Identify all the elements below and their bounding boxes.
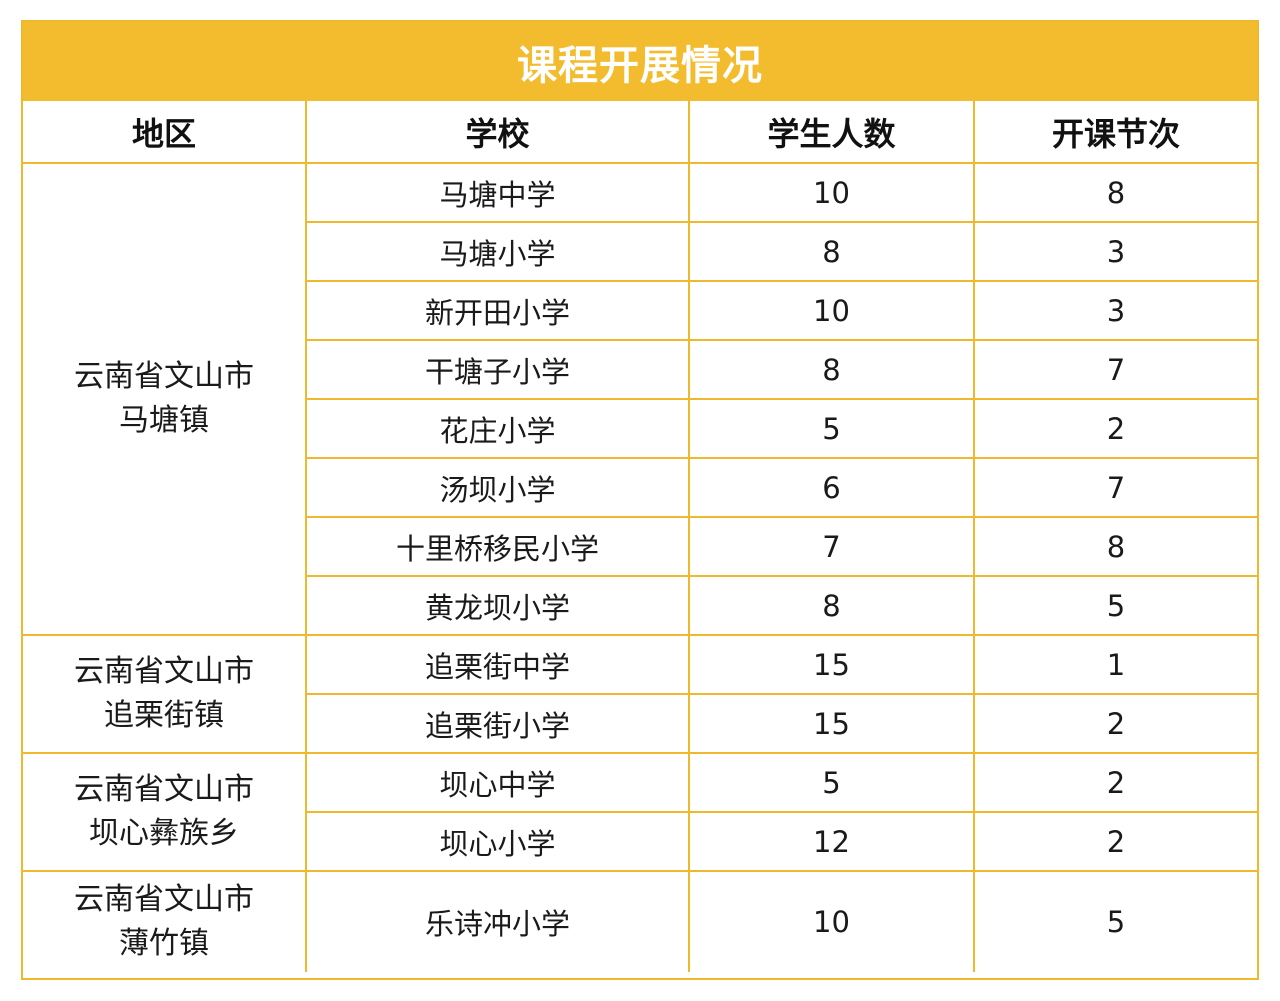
students-cell: 8 bbox=[688, 575, 975, 636]
sessions-cell: 2 bbox=[973, 398, 1257, 459]
school-cell: 马塘小学 bbox=[306, 221, 690, 282]
table-row: 马塘小学 8 3 bbox=[23, 221, 1257, 282]
students-cell: 10 bbox=[688, 280, 975, 341]
students-cell: 10 bbox=[688, 162, 975, 223]
students-cell: 7 bbox=[688, 516, 975, 577]
table-row: 黄龙坝小学 8 5 bbox=[23, 575, 1257, 636]
sessions-cell: 5 bbox=[973, 575, 1257, 636]
sessions-cell: 2 bbox=[973, 752, 1257, 813]
sessions-cell: 7 bbox=[973, 339, 1257, 400]
students-cell: 12 bbox=[688, 811, 975, 872]
table-row: 干塘子小学 8 7 bbox=[23, 339, 1257, 400]
region-line: 云南省文山市 bbox=[74, 882, 254, 917]
region-line: 云南省文山市 bbox=[74, 359, 254, 394]
header-school: 学校 bbox=[305, 101, 690, 164]
table-row: 汤坝小学 6 7 bbox=[23, 457, 1257, 518]
table-row: 十里桥移民小学 7 8 bbox=[23, 516, 1257, 577]
school-cell: 黄龙坝小学 bbox=[306, 575, 690, 636]
school-cell: 马塘中学 bbox=[305, 162, 690, 223]
header-row: 地区 学校 学生人数 开课节次 bbox=[23, 101, 1257, 164]
students-cell: 6 bbox=[688, 457, 975, 518]
school-cell: 追栗街小学 bbox=[306, 693, 690, 754]
sessions-cell: 3 bbox=[973, 221, 1257, 282]
table-row: 花庄小学 5 2 bbox=[23, 398, 1257, 459]
students-cell: 15 bbox=[688, 634, 975, 695]
sessions-cell: 8 bbox=[973, 162, 1257, 223]
region-line: 马塘镇 bbox=[119, 403, 209, 438]
region-cell: 云南省文山市 坝心彝族乡 bbox=[23, 752, 307, 872]
school-cell: 汤坝小学 bbox=[306, 457, 690, 518]
sessions-cell: 3 bbox=[973, 280, 1257, 341]
sessions-cell: 1 bbox=[973, 634, 1257, 695]
course-table-frame: 课程开展情况 地区 学校 学生人数 开课节次 云南省文山市 马塘镇 马塘中学 1… bbox=[21, 20, 1259, 980]
sessions-cell: 5 bbox=[973, 870, 1257, 972]
students-cell: 8 bbox=[688, 221, 975, 282]
school-cell: 乐诗冲小学 bbox=[305, 870, 690, 972]
region-cell: 云南省文山市 马塘镇 bbox=[23, 162, 307, 636]
header-region: 地区 bbox=[23, 101, 307, 164]
table-row: 云南省文山市 坝心彝族乡 坝心中学 5 2 bbox=[23, 752, 1257, 872]
students-cell: 8 bbox=[688, 339, 975, 400]
table-row: 云南省文山市 马塘镇 马塘中学 10 8 bbox=[23, 162, 1257, 636]
school-cell: 坝心小学 bbox=[306, 811, 690, 872]
region-cell: 云南省文山市 追栗街镇 bbox=[23, 634, 307, 754]
sessions-cell: 8 bbox=[973, 516, 1257, 577]
school-cell: 干塘子小学 bbox=[306, 339, 690, 400]
region-line: 云南省文山市 bbox=[74, 654, 254, 689]
table-row: 云南省文山市 薄竹镇 乐诗冲小学 10 5 bbox=[23, 870, 1257, 972]
school-cell: 花庄小学 bbox=[306, 398, 690, 459]
students-cell: 15 bbox=[688, 693, 975, 754]
table-row: 新开田小学 10 3 bbox=[23, 280, 1257, 341]
header-students: 学生人数 bbox=[688, 101, 975, 164]
school-cell: 追栗街中学 bbox=[305, 634, 690, 695]
school-cell: 新开田小学 bbox=[306, 280, 690, 341]
region-cell: 云南省文山市 薄竹镇 bbox=[23, 870, 307, 972]
sessions-cell: 7 bbox=[973, 457, 1257, 518]
title-bar: 课程开展情况 bbox=[23, 22, 1257, 101]
students-cell: 5 bbox=[688, 752, 975, 813]
table-row: 坝心小学 12 2 bbox=[23, 811, 1257, 872]
table-row: 云南省文山市 追栗街镇 追栗街中学 15 1 bbox=[23, 634, 1257, 754]
region-line: 追栗街镇 bbox=[104, 698, 224, 733]
students-cell: 5 bbox=[688, 398, 975, 459]
sessions-cell: 2 bbox=[973, 811, 1257, 872]
school-cell: 坝心中学 bbox=[305, 752, 690, 813]
sessions-cell: 2 bbox=[973, 693, 1257, 754]
region-line: 薄竹镇 bbox=[119, 926, 209, 961]
region-line: 坝心彝族乡 bbox=[89, 816, 239, 851]
school-cell: 十里桥移民小学 bbox=[306, 516, 690, 577]
course-table: 地区 学校 学生人数 开课节次 云南省文山市 马塘镇 马塘中学 10 8 马塘小… bbox=[23, 101, 1257, 972]
region-line: 云南省文山市 bbox=[74, 772, 254, 807]
header-sessions: 开课节次 bbox=[973, 101, 1257, 164]
table-title: 课程开展情况 bbox=[517, 42, 763, 89]
students-cell: 10 bbox=[688, 870, 975, 972]
table-row: 追栗街小学 15 2 bbox=[23, 693, 1257, 754]
